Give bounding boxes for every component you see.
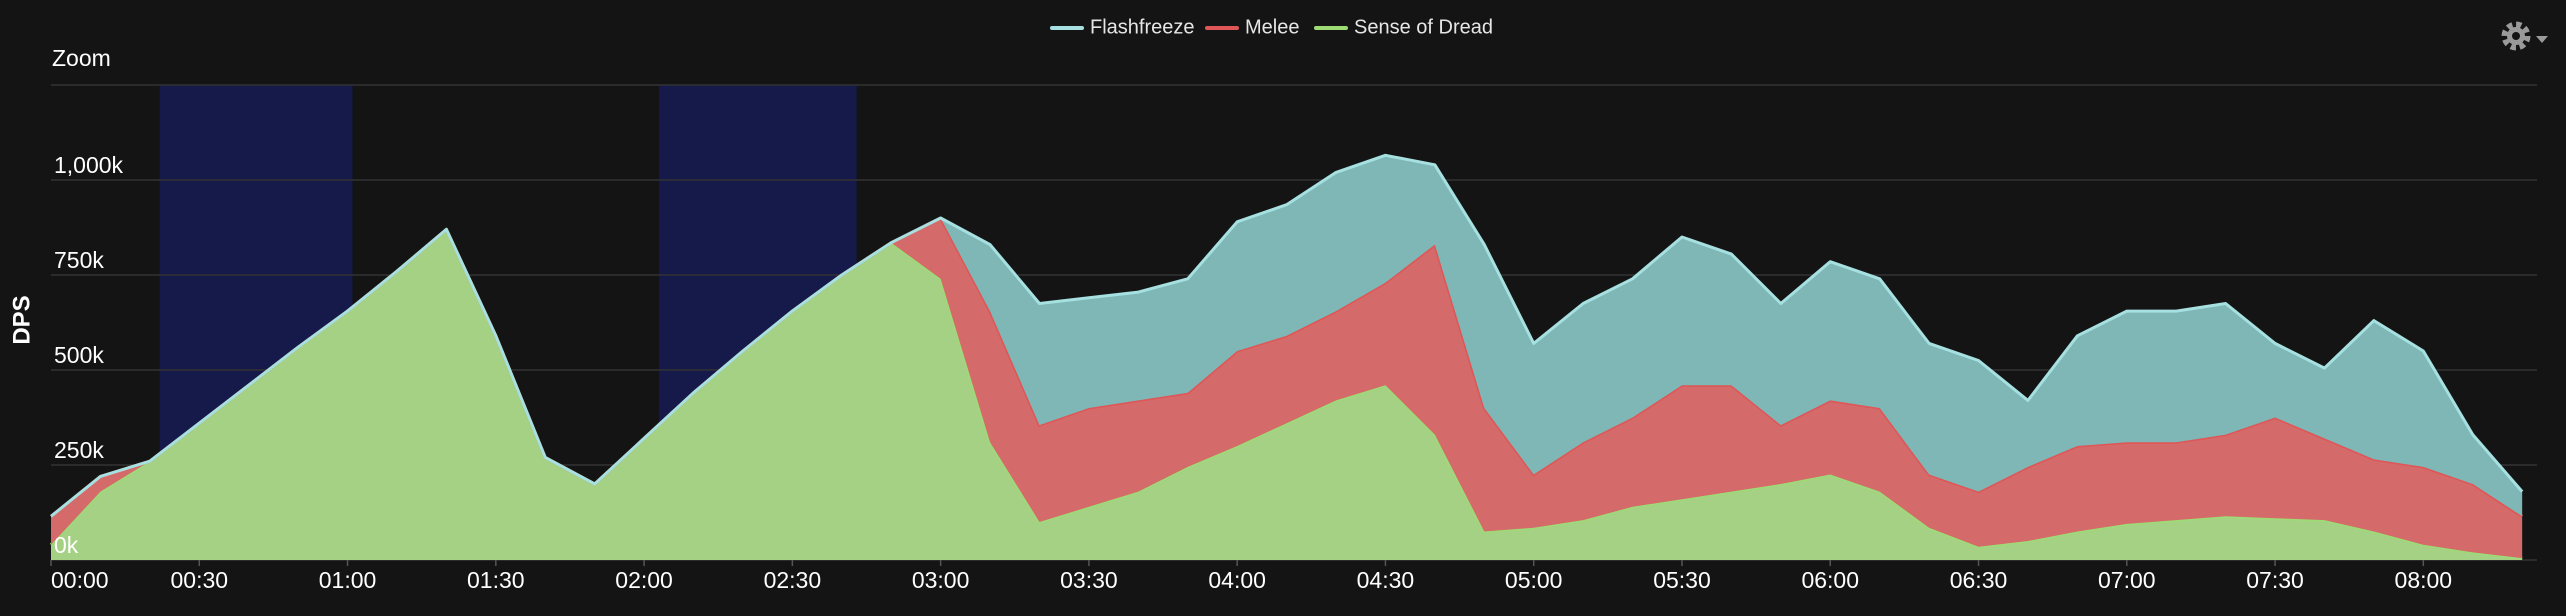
y-axis-title: DPS <box>8 295 35 344</box>
y-tick-label: 500k <box>54 342 104 368</box>
x-tick-label: 05:00 <box>1505 567 1563 593</box>
legend-label: Flashfreeze <box>1090 16 1195 38</box>
settings-button[interactable] <box>2501 21 2548 51</box>
x-tick-label: 03:30 <box>1060 567 1118 593</box>
x-tick-label: 01:30 <box>467 567 525 593</box>
areas <box>49 153 2524 560</box>
y-tick-label: 250k <box>54 437 104 463</box>
x-tick-label: 02:00 <box>615 567 673 593</box>
x-tick-label: 04:30 <box>1357 567 1415 593</box>
y-tick-label: 1,000k <box>54 152 124 178</box>
gear-teeth <box>2501 21 2531 51</box>
legend-label: Sense of Dread <box>1354 16 1493 38</box>
x-tick-label: 00:30 <box>170 567 228 593</box>
zoom-label: Zoom <box>52 45 111 71</box>
gear-hole <box>2512 32 2520 40</box>
x-tick-label: 07:00 <box>2098 567 2156 593</box>
x-tick-label: 03:00 <box>912 567 970 593</box>
x-tick-label: 06:00 <box>1801 567 1859 593</box>
x-tick-label: 06:30 <box>1950 567 2008 593</box>
legend-label: Melee <box>1245 16 1299 38</box>
labels: 0k 250k 500k 750k 1,000k 00:00 00:30 01:00 01:30… <box>51 152 2452 593</box>
legend: Flashfreeze Melee Sense of Dread <box>1050 16 1493 38</box>
x-tick-label: 04:00 <box>1208 567 1266 593</box>
area-line <box>50 153 2524 518</box>
dropdown-caret <box>2536 36 2548 43</box>
x-tick-label: 02:30 <box>764 567 822 593</box>
y-tick-label: 750k <box>54 247 104 273</box>
x-tick-label: 08:00 <box>2395 567 2453 593</box>
x-tick-label: 00:00 <box>51 567 109 593</box>
x-tick-label: 05:30 <box>1653 567 1711 593</box>
area-fill <box>51 229 2523 560</box>
x-tick-label: 01:00 <box>319 567 377 593</box>
x-tick-label: 07:30 <box>2246 567 2304 593</box>
y-tick-label: 0k <box>54 532 79 558</box>
area-fill <box>51 218 2523 559</box>
